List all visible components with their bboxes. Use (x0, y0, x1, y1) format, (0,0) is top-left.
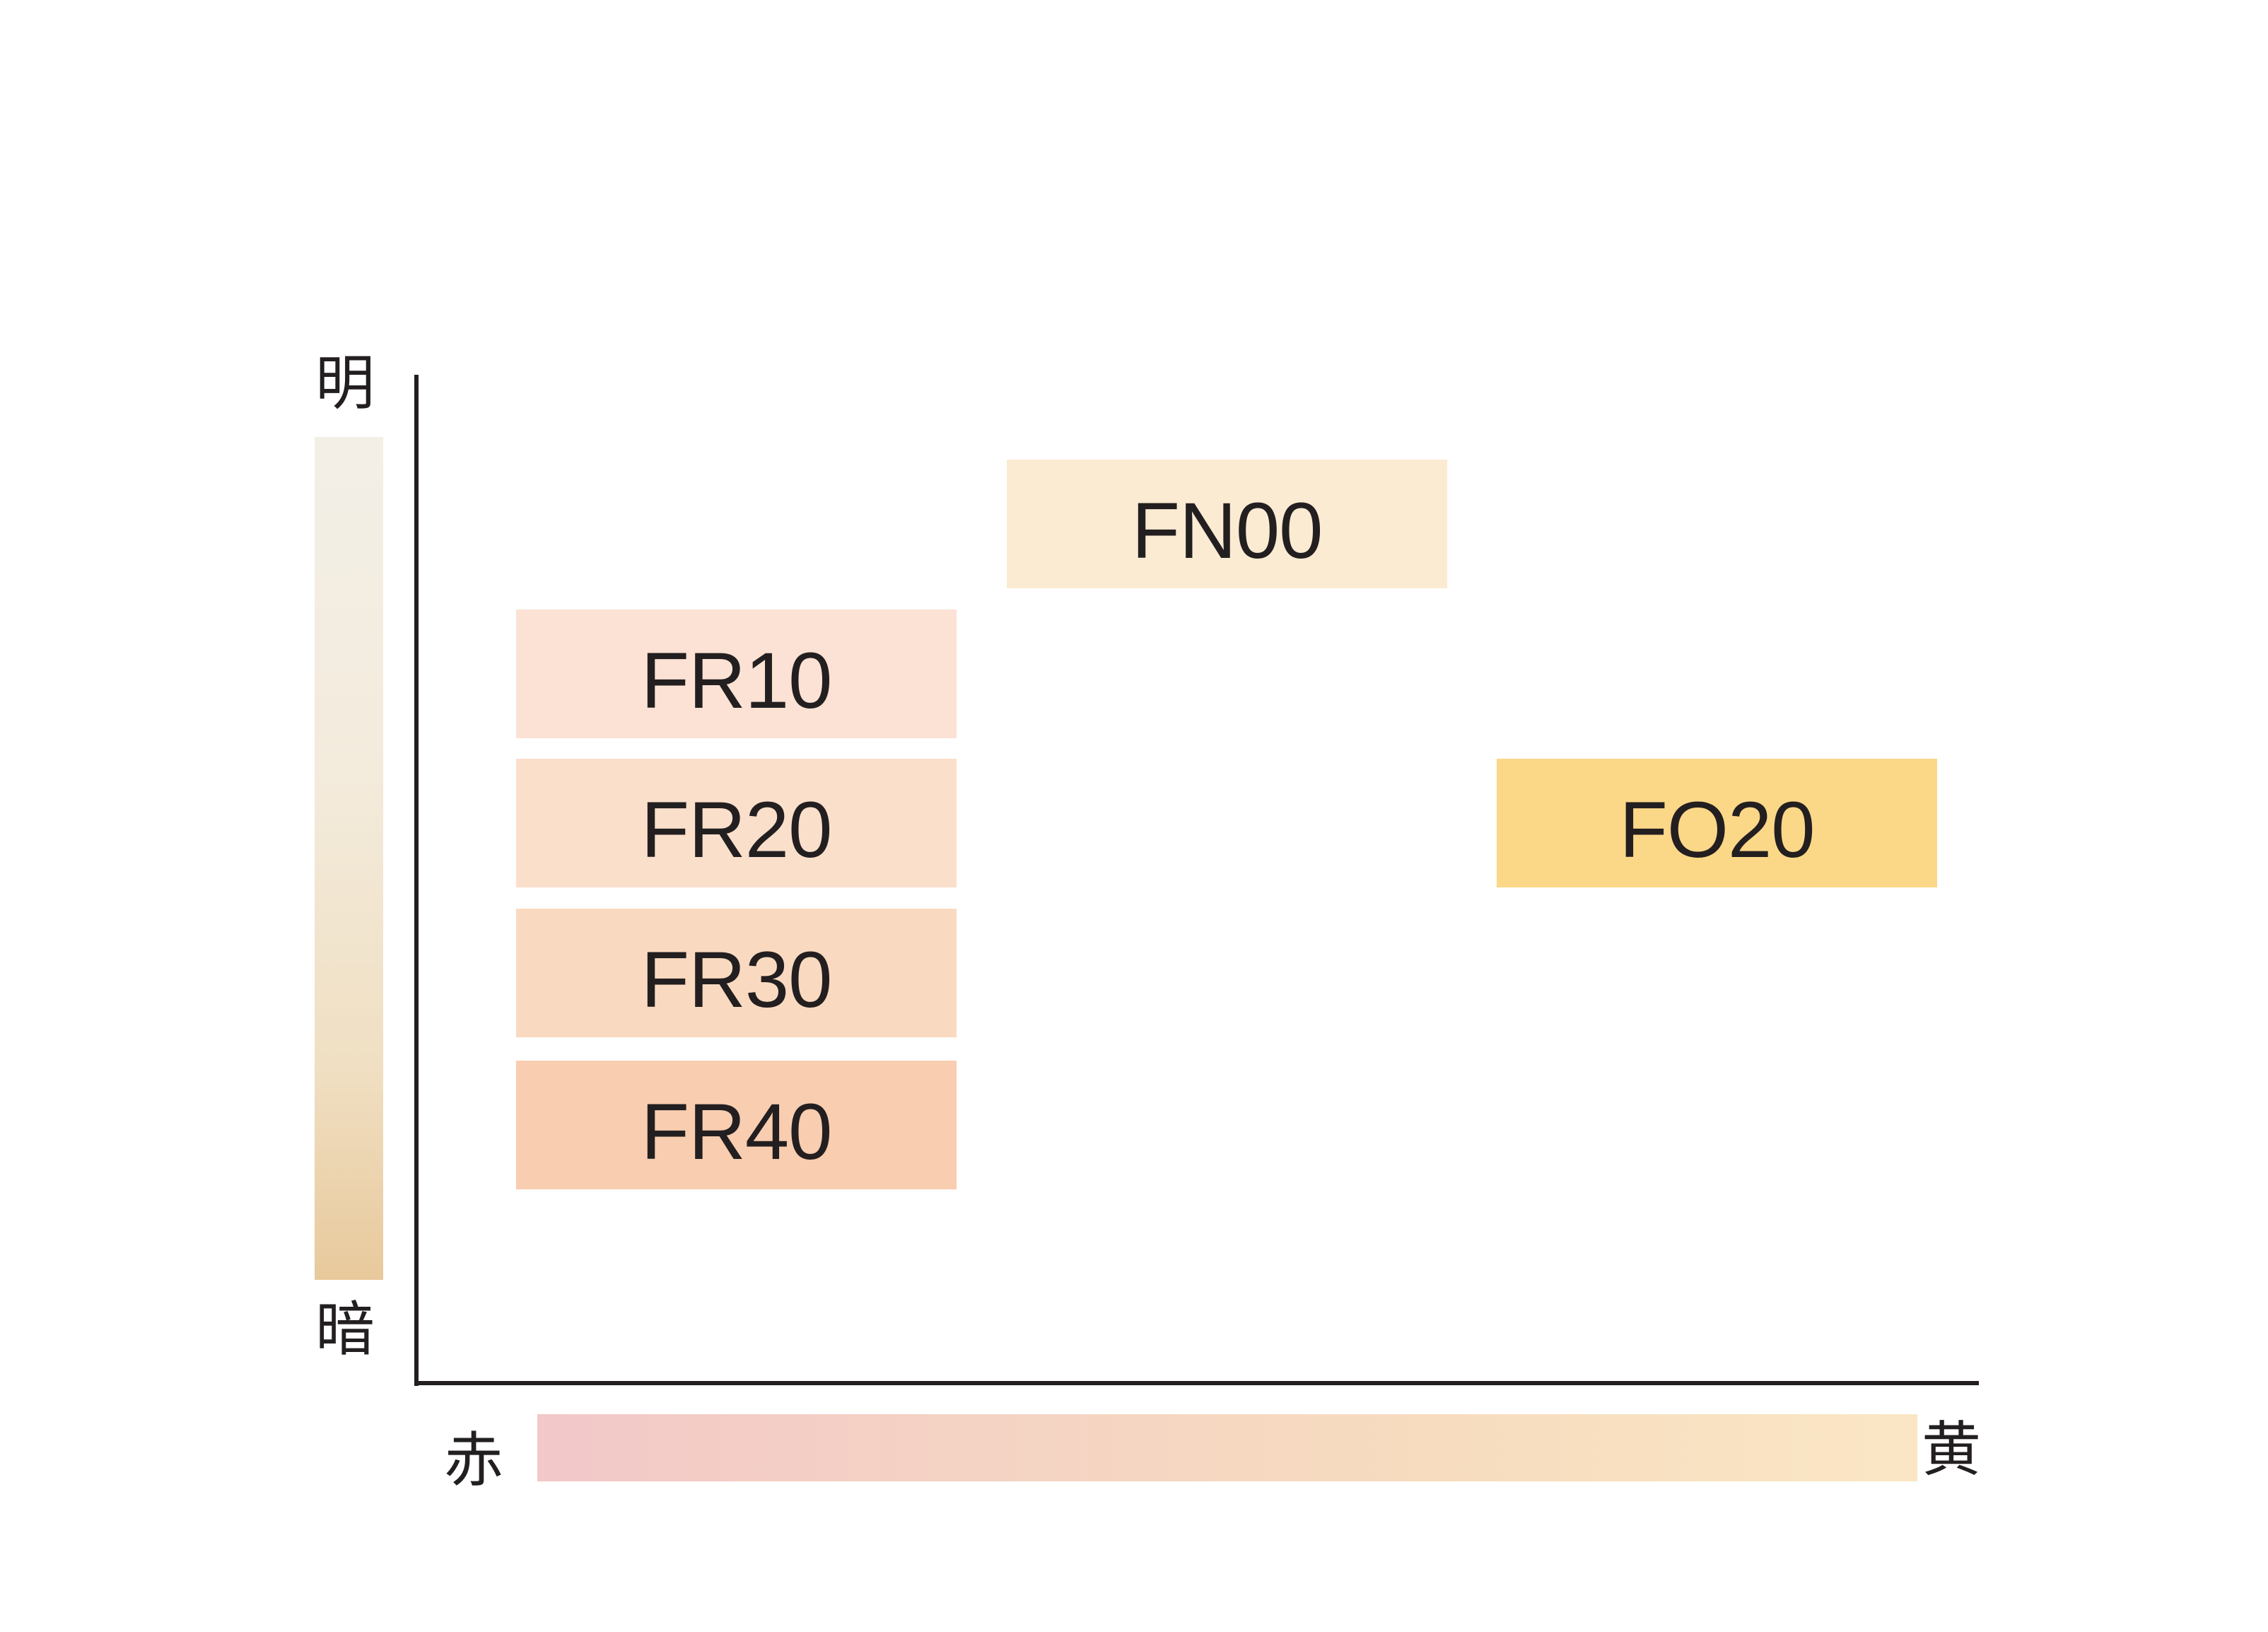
shade-box-fr20: FR20 (516, 759, 957, 887)
y-axis-top-label: 明 (315, 349, 375, 418)
shade-box-fr40: FR40 (516, 1061, 957, 1189)
shade-box-fo20: FO20 (1497, 759, 1937, 887)
shade-box-fn00: FN00 (1007, 460, 1447, 588)
x-axis-left-label: 赤 (444, 1426, 504, 1495)
shade-box-fr10: FR10 (516, 610, 957, 738)
hue-gradient-bar (537, 1414, 1917, 1481)
brightness-gradient-bar (315, 437, 383, 1280)
y-axis-line (414, 375, 419, 1386)
y-axis-bottom-label: 暗 (315, 1295, 375, 1364)
shade-box-fr30: FR30 (516, 909, 957, 1037)
x-axis-right-label: 黄 (1922, 1415, 1982, 1484)
x-axis-line (414, 1381, 1979, 1385)
